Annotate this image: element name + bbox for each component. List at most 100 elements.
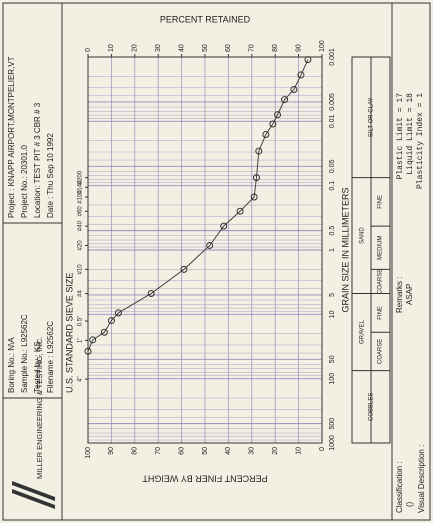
gradation-label: FINE: [378, 306, 384, 320]
visual-label: Visual Description :: [417, 445, 426, 513]
limit: Plastic Limit = 17: [396, 93, 405, 180]
data-point: [274, 111, 282, 119]
data-point: [236, 207, 244, 215]
y-tick-label: 20: [272, 447, 279, 455]
x-tick-label: 0.01: [329, 114, 336, 128]
data-point: [281, 96, 289, 104]
y2-tick-label: 70: [249, 44, 256, 52]
sieve-label: #4: [78, 290, 84, 297]
y-tick-label: 80: [132, 447, 139, 455]
y2-tick-label: 90: [295, 44, 302, 52]
project-line: Project : KNAPP AIRPORT,MONTPELIER,VT: [7, 56, 16, 218]
x-tick-label: 10: [329, 310, 336, 318]
data-point: [255, 147, 263, 155]
sieve-label: #40: [78, 220, 84, 231]
classification: (): [405, 501, 414, 507]
y-tick-label: 50: [202, 447, 209, 455]
data-point: [304, 56, 312, 64]
data-point: [290, 85, 298, 93]
gradation-label: COARSE: [378, 269, 384, 294]
x-tick-label: 0.5: [329, 226, 336, 236]
x-axis-title: GRAIN SIZE IN MILLIMETERS: [340, 187, 350, 312]
y2-tick-label: 10: [108, 44, 115, 52]
x-tick-label: 50: [329, 355, 336, 363]
gradation-label: SILT OR CLAY: [369, 97, 375, 137]
y-tick-label: 10: [295, 447, 302, 455]
project-line: Project No.: 20301.0: [20, 145, 29, 218]
data-point: [84, 347, 92, 355]
data-point: [269, 120, 277, 128]
data-point: [100, 328, 108, 336]
remarks-label: Remarks :: [395, 277, 404, 313]
remarks: ASAP: [405, 284, 414, 305]
y2-tick-label: 60: [225, 44, 232, 52]
x-tick-label: 0.005: [329, 93, 336, 111]
y2-tick-label: 0: [85, 48, 92, 52]
x-tick-label: 1: [329, 248, 336, 252]
gradation-label: FINE: [378, 195, 384, 209]
data-point: [114, 309, 122, 317]
data-point: [220, 222, 228, 230]
limit: Liquid Limit = 18: [406, 93, 415, 175]
y-tick-label: 70: [155, 447, 162, 455]
gradation-label: COBBLES: [369, 393, 375, 421]
y2-axis-title: PERCENT RETAINED: [160, 14, 251, 24]
gradation-label: SAND: [360, 227, 366, 244]
data-point: [262, 130, 270, 138]
plot-frame: [87, 56, 323, 444]
x-tick-label: 100: [329, 373, 336, 385]
y2-tick-label: 40: [178, 44, 185, 52]
sieve-label: #10: [78, 264, 84, 275]
boring-line: Filename : L92562C: [46, 321, 55, 393]
sieve-title: U.S. STANDARD SIEVE SIZE: [64, 273, 74, 393]
sieve-label: #60: [78, 206, 84, 217]
boring-line: Boring No.: N\A: [7, 337, 16, 393]
sieve-label: 0.5": [78, 316, 84, 326]
limit: Plasticity Index = 1: [416, 93, 425, 189]
sieve-label: 4": [78, 376, 84, 381]
data-point: [180, 265, 188, 273]
data-point: [206, 241, 214, 249]
y-tick-label: 30: [249, 447, 256, 455]
data-point: [107, 317, 115, 325]
data-point: [297, 71, 305, 79]
gradation-label: GRAVEL: [360, 319, 366, 344]
classification-label: Classification :: [395, 461, 404, 513]
x-tick-label: 0.001: [329, 48, 336, 66]
data-point: [89, 336, 97, 344]
sieve-label: 1": [78, 338, 84, 343]
x-tick-label: 500: [329, 418, 336, 430]
y2-tick-label: 30: [155, 44, 162, 52]
gradation-label: COARSE: [378, 339, 384, 364]
y-tick-label: 60: [178, 447, 185, 455]
sieve-label: #100: [78, 190, 84, 204]
y2-tick-label: 100: [319, 40, 326, 52]
x-tick-label: 0.1: [329, 181, 336, 191]
boring-line: Tested by : KS: [33, 341, 42, 393]
y-tick-label: 100: [85, 447, 92, 459]
project-line: Date : Thu Sep 10 1992: [46, 133, 55, 218]
project-line: Location: TEST PIT # 3 CBR # 3: [33, 102, 42, 218]
y-tick-label: 0: [319, 447, 326, 451]
y-tick-label: 90: [108, 447, 115, 455]
x-tick-label: 5: [329, 293, 336, 297]
y-tick-label: 40: [225, 447, 232, 455]
logo: [12, 481, 55, 501]
y2-tick-label: 20: [132, 44, 139, 52]
x-tick-label: 1000: [329, 435, 336, 451]
data-point: [252, 174, 260, 182]
y2-tick-label: 80: [272, 44, 279, 52]
data-point: [147, 290, 155, 298]
sieve-label: #200: [78, 170, 84, 184]
gradation-label: MEDIUM: [378, 236, 384, 260]
sieve-label: #20: [78, 240, 84, 251]
x-tick-label: 0.05: [329, 159, 336, 173]
logo: [12, 489, 55, 509]
data-point: [250, 193, 258, 201]
y2-tick-label: 50: [202, 44, 209, 52]
boring-line: Sample No.: L92562C: [20, 314, 29, 393]
